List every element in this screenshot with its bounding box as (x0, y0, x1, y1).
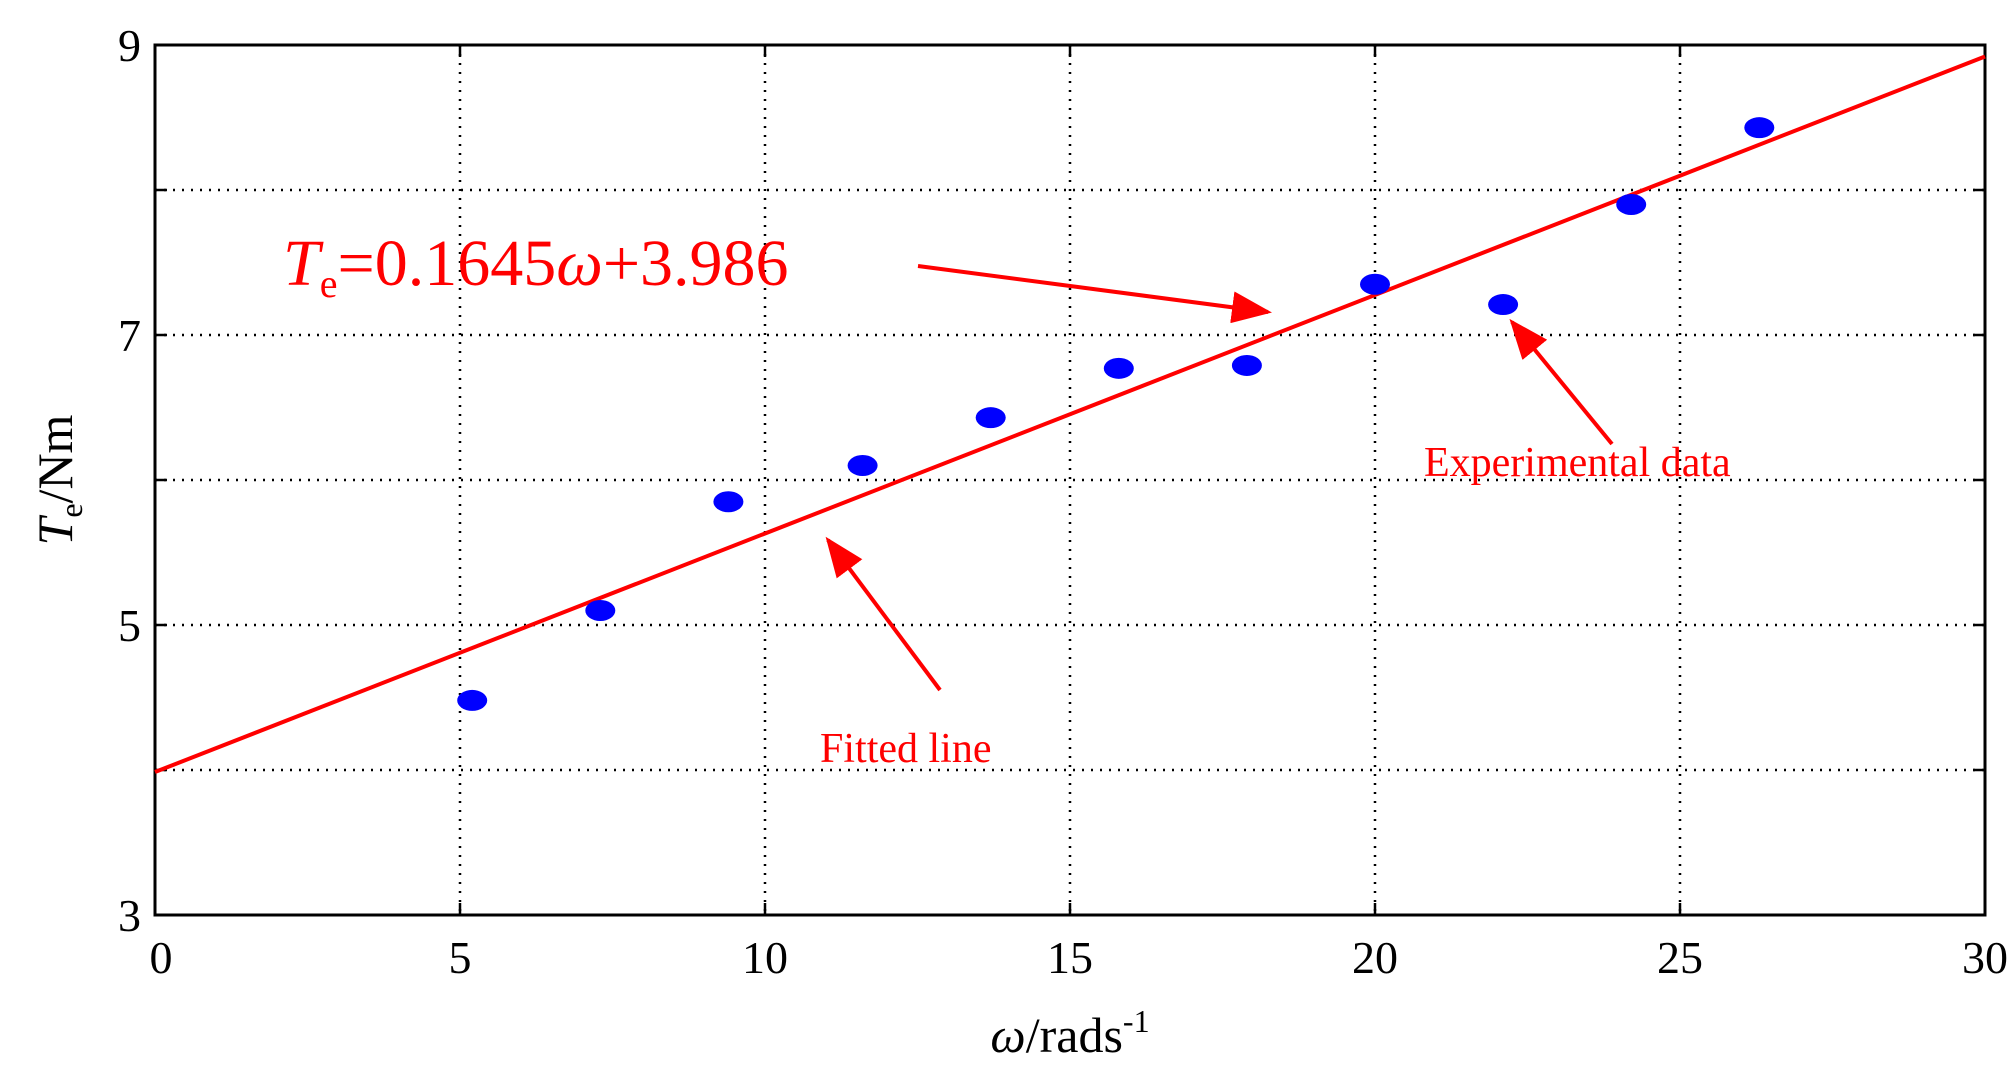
series-layer (154, 54, 1986, 774)
data-point (1616, 194, 1647, 215)
y-axis-label: Te/Nm (27, 414, 89, 545)
data-point (847, 455, 878, 476)
y-axis-symbol-subscript: e (53, 503, 89, 517)
fitted-line (154, 54, 1986, 774)
data-point (1231, 354, 1262, 376)
plot-frame (153, 43, 1987, 917)
data-point (975, 407, 1006, 429)
data-point (1744, 117, 1775, 139)
x-tick-label: 25 (1657, 932, 1703, 983)
equation-symbol: T (283, 227, 324, 300)
y-tick-label: 7 (118, 310, 141, 361)
y-axis-symbol: T (27, 514, 83, 545)
data-point (1488, 294, 1519, 316)
x-axis-unit-exponent: -1 (1123, 1003, 1150, 1039)
x-axis-unit: /rads (1026, 1007, 1123, 1063)
x-tick-labels: 0 5 10 15 20 25 30 (150, 932, 2009, 983)
experimental-data-annotation: Experimental data (1424, 440, 1731, 486)
x-axis-symbol: ω (990, 1007, 1025, 1063)
data-point (713, 491, 744, 513)
data-point (457, 689, 488, 711)
x-tick-label: 10 (742, 932, 788, 983)
equation-omega: ω (556, 227, 603, 300)
data-point (585, 600, 616, 621)
equation-intercept: +3.986 (603, 227, 789, 300)
data-point (1103, 357, 1134, 379)
x-tick-label: 30 (1962, 932, 2008, 983)
fitted-line-annotation: Fitted line (820, 726, 992, 772)
grid (155, 45, 1985, 915)
y-axis-unit: /Nm (27, 414, 83, 503)
x-tick-label: 20 (1352, 932, 1398, 983)
x-axis-label: ω/rads-1 (990, 1003, 1149, 1063)
experimental-data-arrow (1509, 318, 1614, 446)
x-tick-label: 5 (449, 932, 472, 983)
x-tick-label: 15 (1047, 932, 1093, 983)
equation-coefficient: =0.1645 (337, 227, 556, 300)
equation-subscript: e (320, 261, 338, 306)
y-tick-label: 3 (118, 890, 141, 941)
equation-arrow (917, 264, 1272, 324)
y-tick-label: 5 (118, 600, 141, 651)
fitted-line-arrow (825, 536, 942, 692)
data-point (1360, 273, 1390, 295)
y-tick-label: 9 (118, 20, 141, 71)
y-tick-labels: 3 5 7 9 (118, 20, 141, 941)
x-tick-label: 0 (150, 932, 173, 983)
equation-annotation: Te=0.1645ω+3.986 (283, 227, 789, 306)
